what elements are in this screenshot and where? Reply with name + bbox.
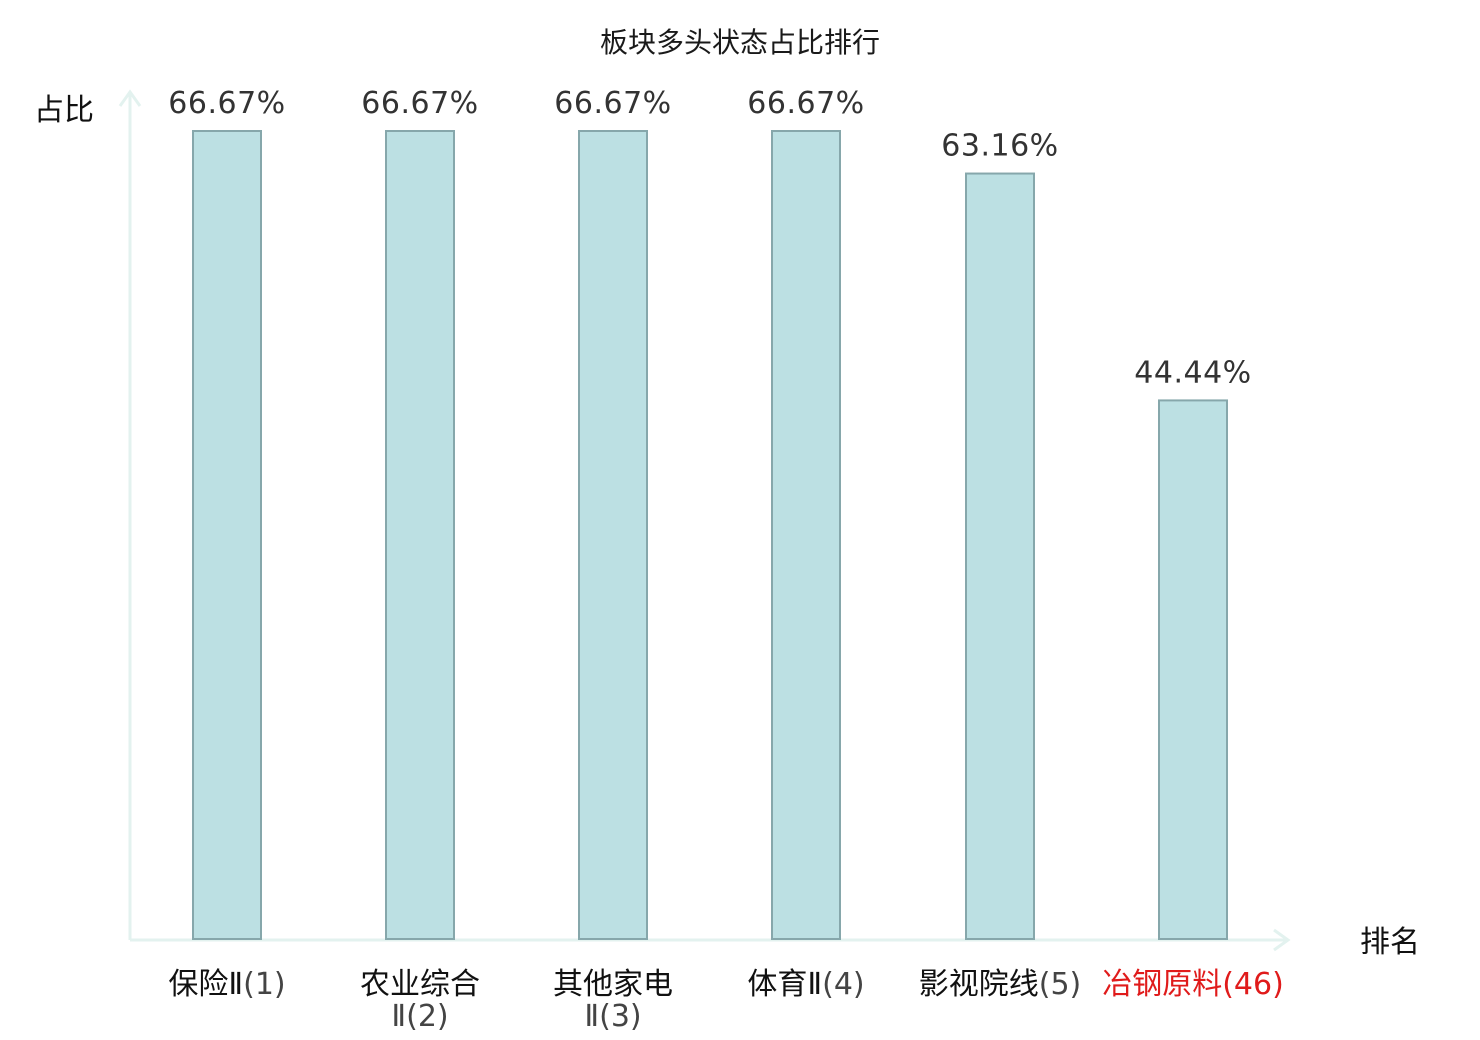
chart-title: 板块多头状态占比排行 xyxy=(600,26,880,59)
category-tick-label: 保险Ⅱ(1) xyxy=(168,967,285,1002)
y-axis-arrow xyxy=(118,89,142,107)
category-tick-label: 农业综合 Ⅱ(2) xyxy=(360,967,480,1034)
bar-value-label: 66.67% xyxy=(168,86,285,121)
bar xyxy=(965,172,1035,941)
bar-value-label: 66.67% xyxy=(554,86,671,121)
y-axis-label: 占比 xyxy=(34,93,94,128)
bar-value-label: 44.44% xyxy=(1134,355,1251,390)
bar xyxy=(192,130,262,940)
category-tick-label: 体育Ⅱ(4) xyxy=(747,967,864,1002)
bar xyxy=(771,130,841,940)
category-label-group: 保险Ⅱ(1) 农业综合 Ⅱ(2) 其他家电 Ⅱ(3) 体育Ⅱ(4) 影视院线(5) 冶钢原料(… xyxy=(168,967,1283,1034)
bar xyxy=(1158,399,1228,940)
bar xyxy=(385,130,455,940)
bar-value-label: 66.67% xyxy=(361,86,478,121)
value-label-group: 66.67% 66.67% 66.67% 66.67% 63.16% 44.44% xyxy=(168,86,1251,390)
category-tick-label: 冶钢原料(46) xyxy=(1102,967,1284,1002)
bar-series xyxy=(192,130,1228,941)
x-axis-arrow xyxy=(1273,928,1291,952)
bar-value-label: 63.16% xyxy=(941,129,1058,164)
bar xyxy=(578,130,648,940)
bar-value-label: 66.67% xyxy=(747,86,864,121)
x-axis-label: 排名 xyxy=(1360,925,1420,960)
category-tick-label: 其他家电 Ⅱ(3) xyxy=(553,967,673,1034)
category-tick-label: 影视院线(5) xyxy=(919,967,1082,1002)
